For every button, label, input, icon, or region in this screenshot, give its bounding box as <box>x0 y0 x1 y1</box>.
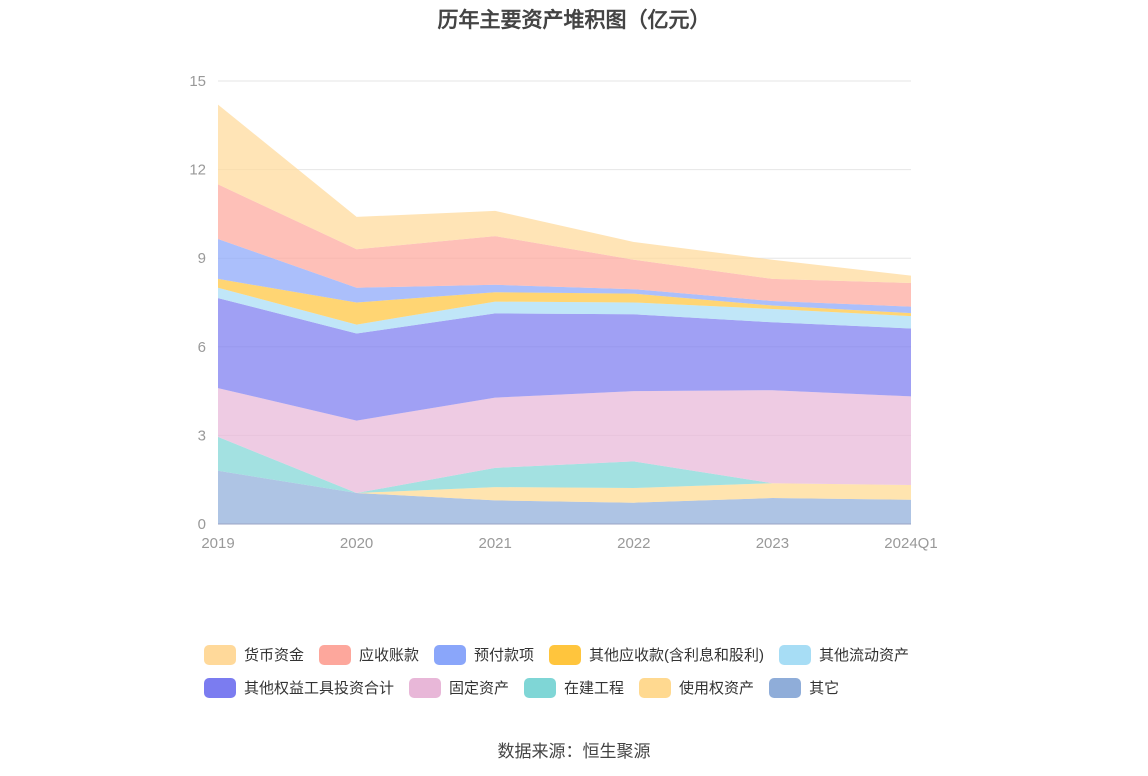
legend-swatch <box>409 677 442 698</box>
area-series-预付款项 <box>218 239 911 314</box>
y-tick-label: 9 <box>198 250 206 267</box>
area-series-其他流动资产 <box>218 287 911 334</box>
area-series-其它 <box>218 470 911 524</box>
legend-item[interactable]: 货币资金 <box>204 644 304 665</box>
legend-label: 固定资产 <box>449 680 510 697</box>
legend-item[interactable]: 其他权益工具投资合计 <box>204 677 394 698</box>
x-tick-label: 2019 <box>201 535 234 552</box>
area-series <box>218 104 911 524</box>
x-tick-label: 2022 <box>617 535 650 552</box>
source-note: 数据来源：恒生聚源 <box>497 742 651 761</box>
legend-label: 其他流动资产 <box>819 647 910 664</box>
y-tick-label: 15 <box>189 73 206 90</box>
x-tick-label: 2020 <box>340 535 373 552</box>
legend-label: 使用权资产 <box>679 680 755 697</box>
legend-label: 其他权益工具投资合计 <box>244 680 395 697</box>
area-series-货币资金 <box>218 104 911 283</box>
x-tick-label: 2024Q1 <box>884 535 937 552</box>
legend-item[interactable]: 在建工程 <box>524 677 624 698</box>
area-series-其他权益工具投资合计 <box>218 298 911 421</box>
area-series-固定资产 <box>218 388 911 493</box>
legend-item[interactable]: 应收账款 <box>319 644 419 665</box>
legend-item[interactable]: 其他流动资产 <box>779 644 909 665</box>
legend-item[interactable]: 其它 <box>769 677 839 698</box>
legend-label: 在建工程 <box>564 680 625 697</box>
y-tick-label: 3 <box>198 427 206 444</box>
legend-swatch <box>524 677 557 698</box>
legend-swatch <box>434 644 467 665</box>
x-tick-label: 2023 <box>756 535 789 552</box>
legend-swatch <box>204 644 236 665</box>
legend-item[interactable]: 预付款项 <box>434 644 534 665</box>
area-series-使用权资产 <box>218 470 911 503</box>
legend-swatch <box>204 677 236 698</box>
legend-label: 应收账款 <box>359 647 420 664</box>
legend-label: 预付款项 <box>474 647 535 664</box>
legend-label: 其它 <box>809 680 840 697</box>
legend-swatch <box>779 644 812 665</box>
chart-title: 历年主要资产堆积图（亿元） <box>437 9 711 32</box>
area-series-应收账款 <box>218 184 911 307</box>
legend-swatch <box>769 677 802 698</box>
legend-swatch <box>549 644 582 665</box>
legend-swatch <box>639 677 672 698</box>
legend-row: 货币资金 应收账款 预付款项 其他应收款(含利息和股利) 其他流动资产 <box>204 638 964 671</box>
axes: 0 3 6 9 12 15 2019 2020 2021 2022 2023 2024Q1 <box>189 73 937 552</box>
legend: 货币资金 应收账款 预付款项 其他应收款(含利息和股利) 其他流动资产 其他权益工具投资… <box>204 638 964 704</box>
area-series-其他应收款(含利息和股利) <box>218 278 911 325</box>
legend-item[interactable]: 其他应收款(含利息和股利) <box>549 644 764 665</box>
y-tick-label: 6 <box>198 339 206 356</box>
area-series-在建工程 <box>218 436 911 493</box>
x-tick-label: 2021 <box>479 535 512 552</box>
legend-row: 其他权益工具投资合计 固定资产 在建工程 使用权资产 其它 <box>204 671 964 704</box>
legend-swatch <box>319 644 352 665</box>
legend-label: 其他应收款(含利息和股利) <box>589 647 765 664</box>
y-tick-label: 0 <box>198 516 206 533</box>
y-tick-label: 12 <box>189 162 206 179</box>
legend-label: 货币资金 <box>244 647 305 664</box>
legend-item[interactable]: 固定资产 <box>409 677 509 698</box>
legend-item[interactable]: 使用权资产 <box>639 677 754 698</box>
